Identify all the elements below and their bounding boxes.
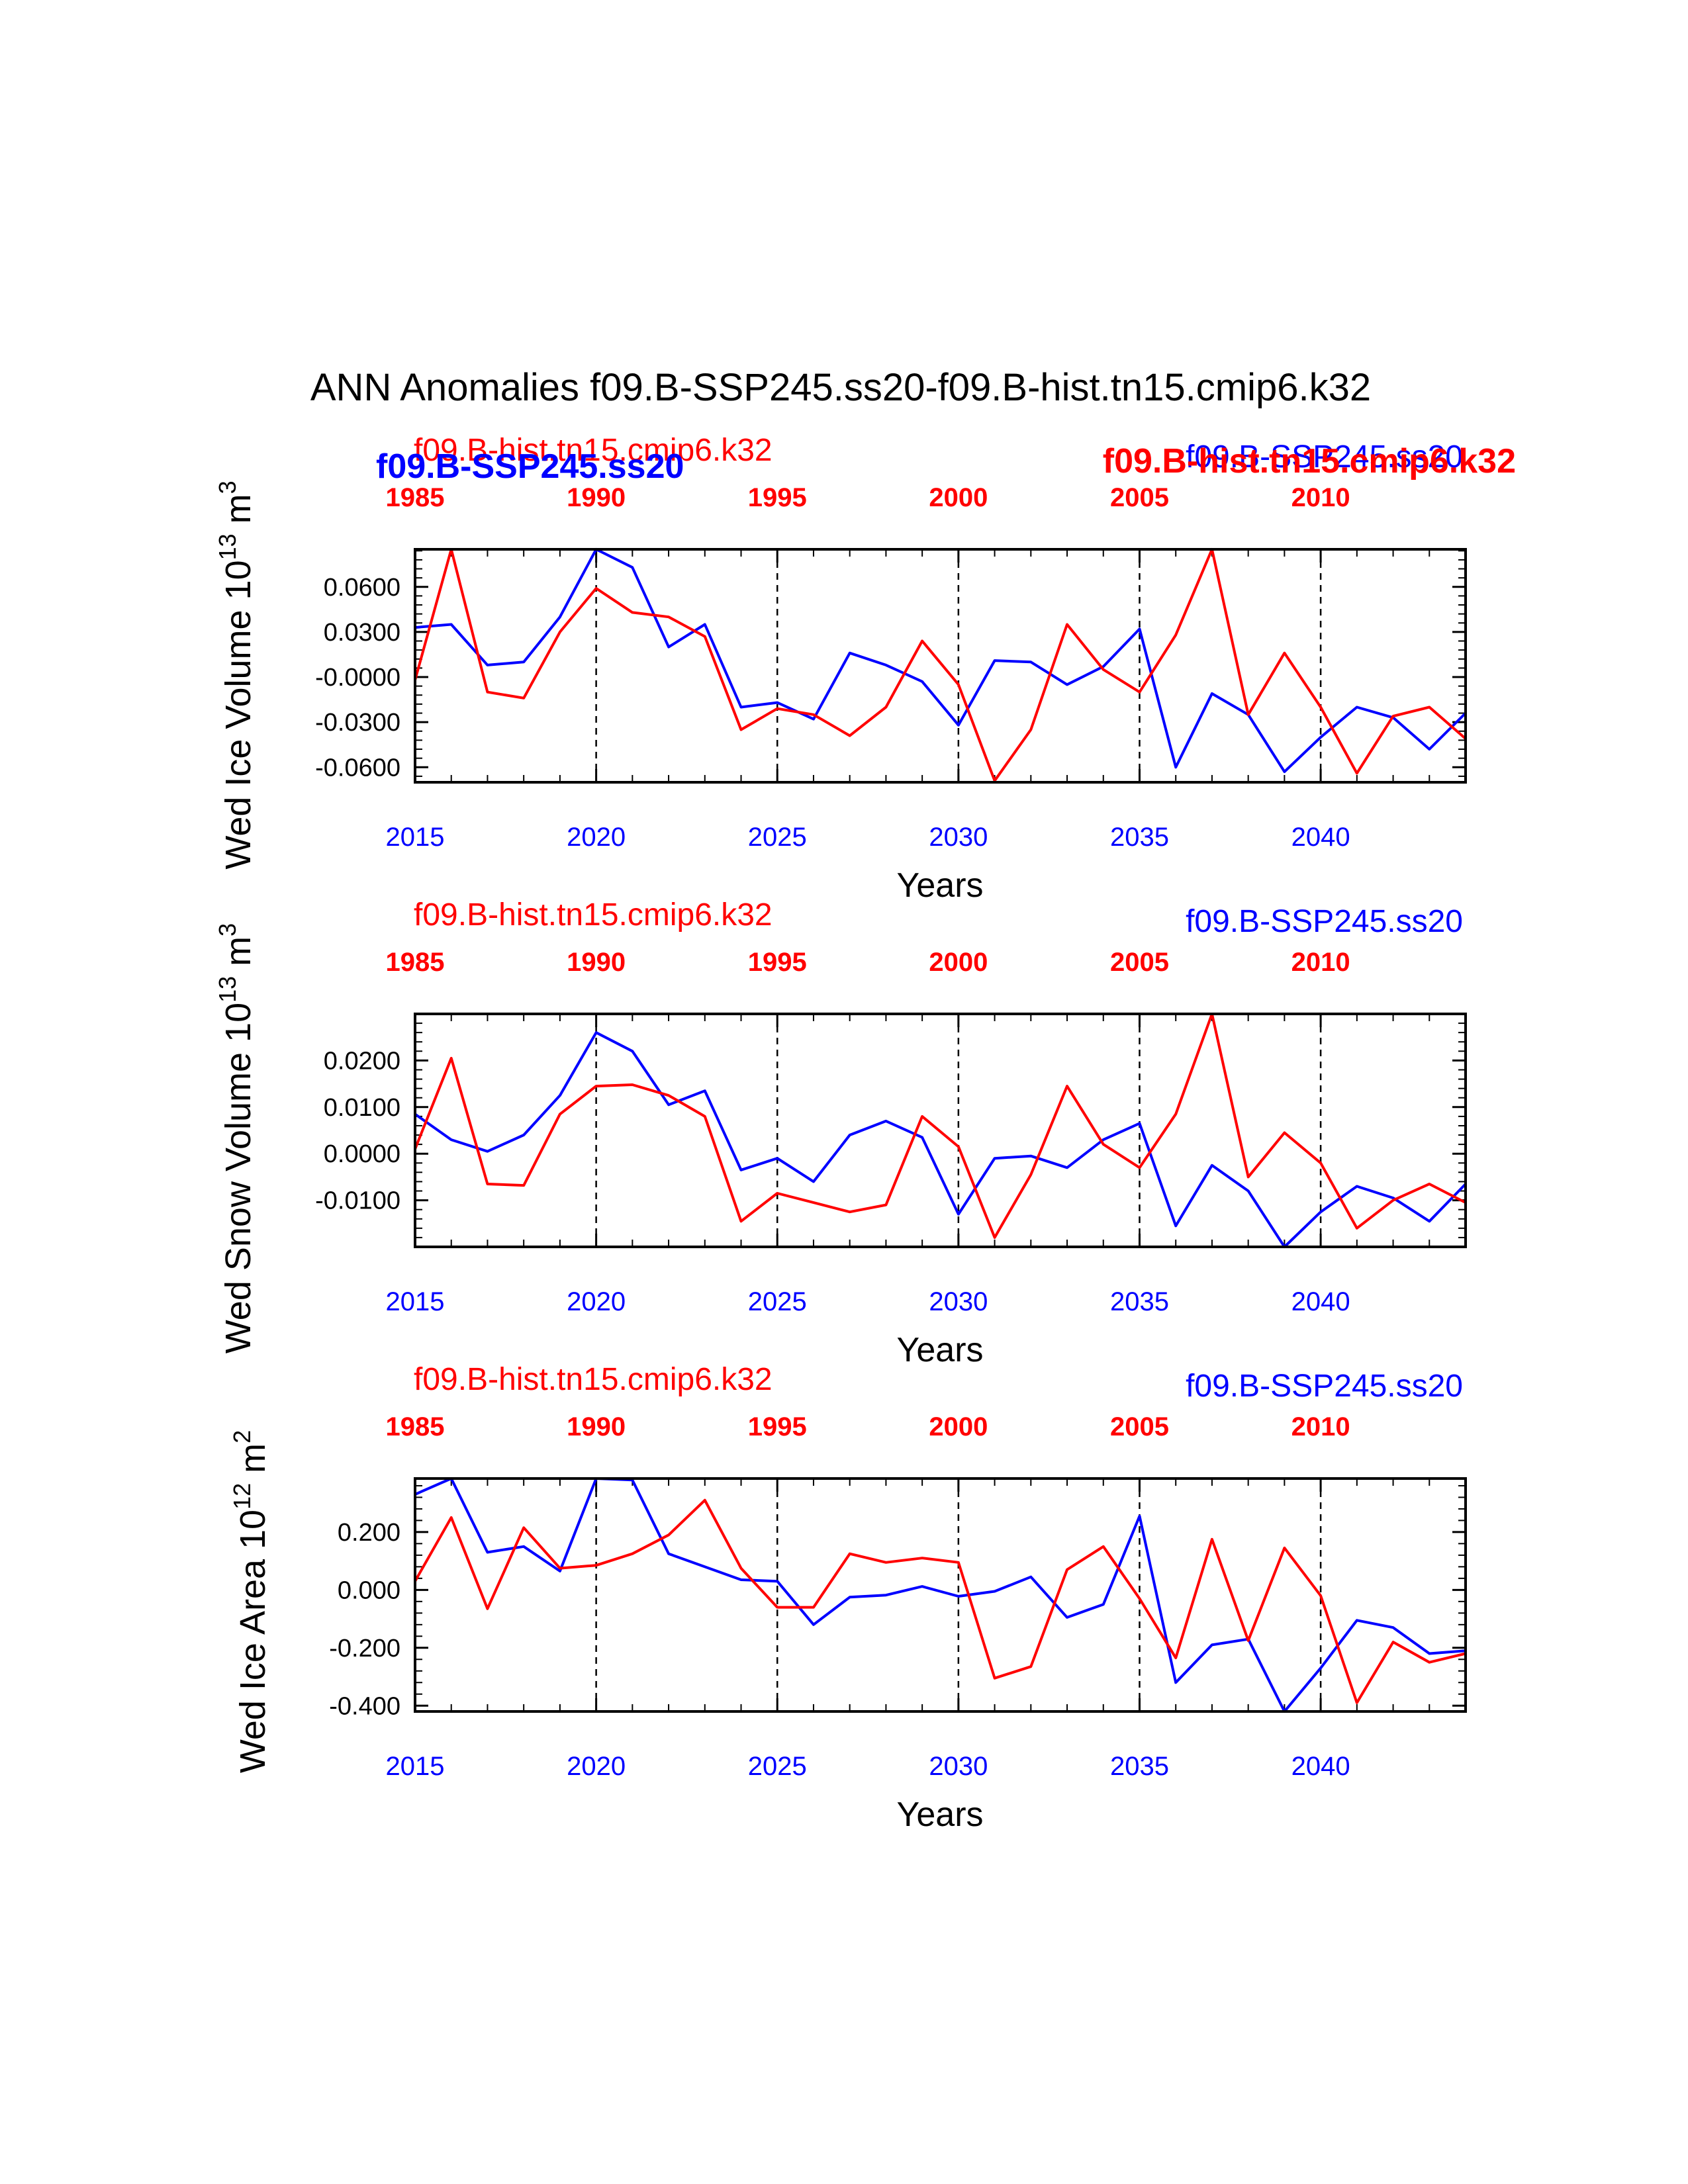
x-tick-label-top: 1990 — [567, 1412, 626, 1441]
x-tick-label-bottom: 2035 — [1110, 823, 1169, 852]
plot-area-snow-volume: 0.0200 0.0100 0.0000 -0.0100 2015 1985 2020 199… — [315, 948, 1467, 1316]
y-tick-label: -0.0000 — [315, 664, 400, 692]
panel-ice-volume: f09.B-hist.tn15.cmip6.k32 f09.B-SSP245.s… — [214, 433, 1516, 905]
panel-snow-volume-hist-label: f09.B-hist.tn15.cmip6.k32 — [414, 897, 773, 933]
plot-frame — [414, 1477, 1467, 1713]
panel-ice-volume-hist-bold-label: f09.B-hist.tn15.cmip6.k32 — [1103, 442, 1516, 480]
x-tick-label-top: 2000 — [929, 483, 988, 512]
y-tick-label: 0.0600 — [324, 574, 400, 602]
x-tick-label-bottom: 2035 — [1110, 1287, 1169, 1316]
plot-area-ice-volume: 0.0600 0.0300 -0.0000 -0.0300 -0.0600 2015 198… — [315, 483, 1467, 852]
panel-ice-volume-ssp-label: f09.B-SSP245.ss20 — [1186, 439, 1463, 475]
x-tick-label-bottom: 2020 — [567, 1752, 626, 1781]
x-tick-label-top: 1985 — [386, 483, 445, 512]
x-tick-label-bottom: 2025 — [748, 1287, 807, 1316]
x-tick-label-bottom: 2030 — [929, 1287, 988, 1316]
panel-snow-volume-y-title: Wed Snow Volume 1013 m3 — [214, 923, 258, 1353]
x-tick-label-bottom: 2025 — [748, 1752, 807, 1781]
x-tick-label-top: 1990 — [567, 483, 626, 512]
x-tick-label-top: 2005 — [1110, 948, 1169, 977]
x-tick-label-bottom: 2020 — [567, 1287, 626, 1316]
x-tick-label-bottom: 2030 — [929, 1752, 988, 1781]
x-tick-label-bottom: 2015 — [386, 823, 445, 852]
panel-snow-volume-ssp-label: f09.B-SSP245.ss20 — [1186, 904, 1463, 939]
x-tick-label-bottom: 2015 — [386, 1752, 445, 1781]
panel-ice-area-y-title: Wed Ice Area 1012 m2 — [228, 1430, 273, 1773]
plot-frame — [414, 548, 1467, 784]
panel-ice-volume-ssp-bold-label: f09.B-SSP245.ss20 — [376, 447, 684, 486]
series-line-hist — [414, 548, 1467, 782]
y-tick-label: 0.0100 — [324, 1094, 400, 1122]
x-tick-label-top: 2000 — [929, 948, 988, 977]
panel-ice-volume-y-title: Wed Ice Volume 1013 m3 — [214, 480, 258, 869]
figure-title: ANN Anomalies f09.B-SSP245.ss20-f09.B-hi… — [310, 366, 1371, 409]
y-tick-label: -0.0600 — [315, 754, 400, 782]
x-tick-label-top: 1990 — [567, 948, 626, 977]
x-tick-label-bottom: 2040 — [1291, 1287, 1350, 1316]
series-line-hist — [414, 1013, 1466, 1239]
plot-area-ice-area: 0.200 0.000 -0.200 -0.400 2015 1985 2020 1990 20… — [329, 1412, 1467, 1781]
x-tick-label-bottom: 2015 — [386, 1287, 445, 1316]
series-line-ssp — [414, 1031, 1467, 1248]
y-tick-label: 0.0200 — [324, 1047, 400, 1075]
series-line-ssp — [414, 1477, 1466, 1713]
x-tick-label-top: 1995 — [748, 948, 807, 977]
y-tick-label: -0.200 — [329, 1635, 400, 1662]
y-tick-label: 0.0000 — [324, 1140, 400, 1168]
panel-ice-area-ssp-label: f09.B-SSP245.ss20 — [1186, 1369, 1463, 1404]
panel-ice-volume-x-title: Years — [896, 866, 983, 905]
y-tick-label: -0.0100 — [315, 1187, 400, 1215]
x-tick-label-top: 1985 — [386, 1412, 445, 1441]
y-tick-label: -0.400 — [329, 1692, 400, 1720]
x-tick-label-top: 1995 — [748, 1412, 807, 1441]
x-tick-label-bottom: 2025 — [748, 823, 807, 852]
y-tick-label: -0.0300 — [315, 709, 400, 737]
x-tick-label-bottom: 2035 — [1110, 1752, 1169, 1781]
panel-ice-area-hist-label: f09.B-hist.tn15.cmip6.k32 — [414, 1362, 773, 1397]
x-tick-label-top: 2005 — [1110, 1412, 1169, 1441]
panel-snow-volume-x-title: Years — [896, 1331, 983, 1369]
panel-snow-volume: f09.B-hist.tn15.cmip6.k32 f09.B-SSP245.s… — [214, 897, 1463, 1369]
panel-ice-area: f09.B-hist.tn15.cmip6.k32 f09.B-SSP245.s… — [228, 1362, 1463, 1834]
x-tick-label-top: 1985 — [386, 948, 445, 977]
x-tick-label-top: 2005 — [1110, 483, 1169, 512]
x-tick-label-bottom: 2040 — [1291, 1752, 1350, 1781]
plot-frame — [414, 1013, 1467, 1248]
x-tick-label-top: 2010 — [1291, 1412, 1350, 1441]
series-line-hist — [414, 1498, 1466, 1704]
x-tick-label-top: 2010 — [1291, 948, 1350, 977]
y-tick-label: 0.000 — [338, 1576, 400, 1604]
series-line-ssp — [414, 548, 1467, 774]
x-tick-label-bottom: 2020 — [567, 823, 626, 852]
y-tick-label: 0.0300 — [324, 619, 400, 647]
panel-ice-area-x-title: Years — [896, 1796, 983, 1834]
x-tick-label-bottom: 2040 — [1291, 823, 1350, 852]
x-tick-label-top: 1995 — [748, 483, 807, 512]
x-tick-label-top: 2010 — [1291, 483, 1350, 512]
x-tick-label-top: 2000 — [929, 1412, 988, 1441]
y-tick-label: 0.200 — [338, 1519, 400, 1547]
x-tick-label-bottom: 2030 — [929, 823, 988, 852]
panel-ice-volume-hist-label: f09.B-hist.tn15.cmip6.k32 — [414, 433, 773, 468]
